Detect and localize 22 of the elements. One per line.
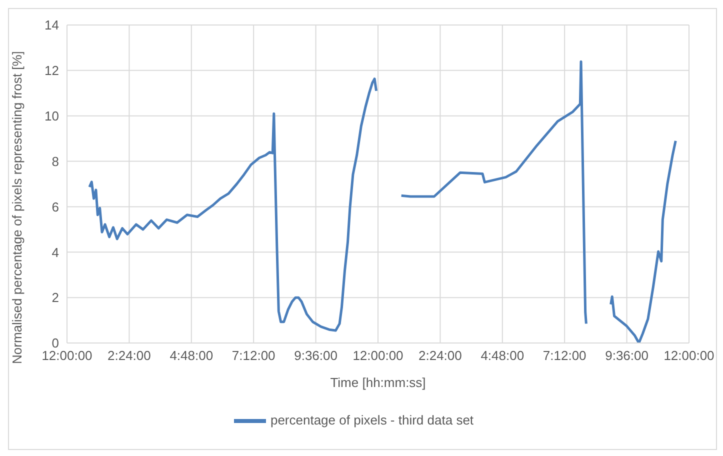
y-tick-label: 12 (44, 63, 59, 78)
x-tick-label: 12:00:00 (42, 348, 92, 364)
legend-label: percentage of pixels - third data set (270, 412, 474, 428)
x-tick-label: 4:48:00 (480, 348, 524, 364)
y-tick-label: 6 (52, 199, 59, 214)
x-tick-label: 2:24:00 (418, 348, 462, 364)
x-tick-label: 12:00:00 (664, 348, 714, 364)
y-tick-label: 2 (52, 290, 59, 306)
x-tick-label: 7:12:00 (542, 348, 586, 364)
x-tick-label: 12:00:00 (352, 348, 404, 364)
y-tick-label: 14 (44, 18, 59, 33)
x-tick-label: 4:48:00 (170, 348, 214, 364)
y-axis-title: Normalised percentage of pixels representing frost [%] (10, 51, 25, 364)
y-tick-label: 4 (52, 244, 59, 260)
x-tick-label: 2:24:00 (108, 348, 151, 364)
x-axis-title: Time [hh:mm:ss] (330, 375, 426, 390)
x-tick-label: 9:36:00 (294, 348, 338, 364)
y-tick-label: 10 (44, 108, 59, 124)
y-tick-label: 8 (52, 154, 59, 169)
x-tick-label: 7:12:00 (232, 348, 276, 364)
y-tick-label: 0 (52, 336, 59, 351)
x-tick-label: 9:36:00 (605, 348, 648, 364)
